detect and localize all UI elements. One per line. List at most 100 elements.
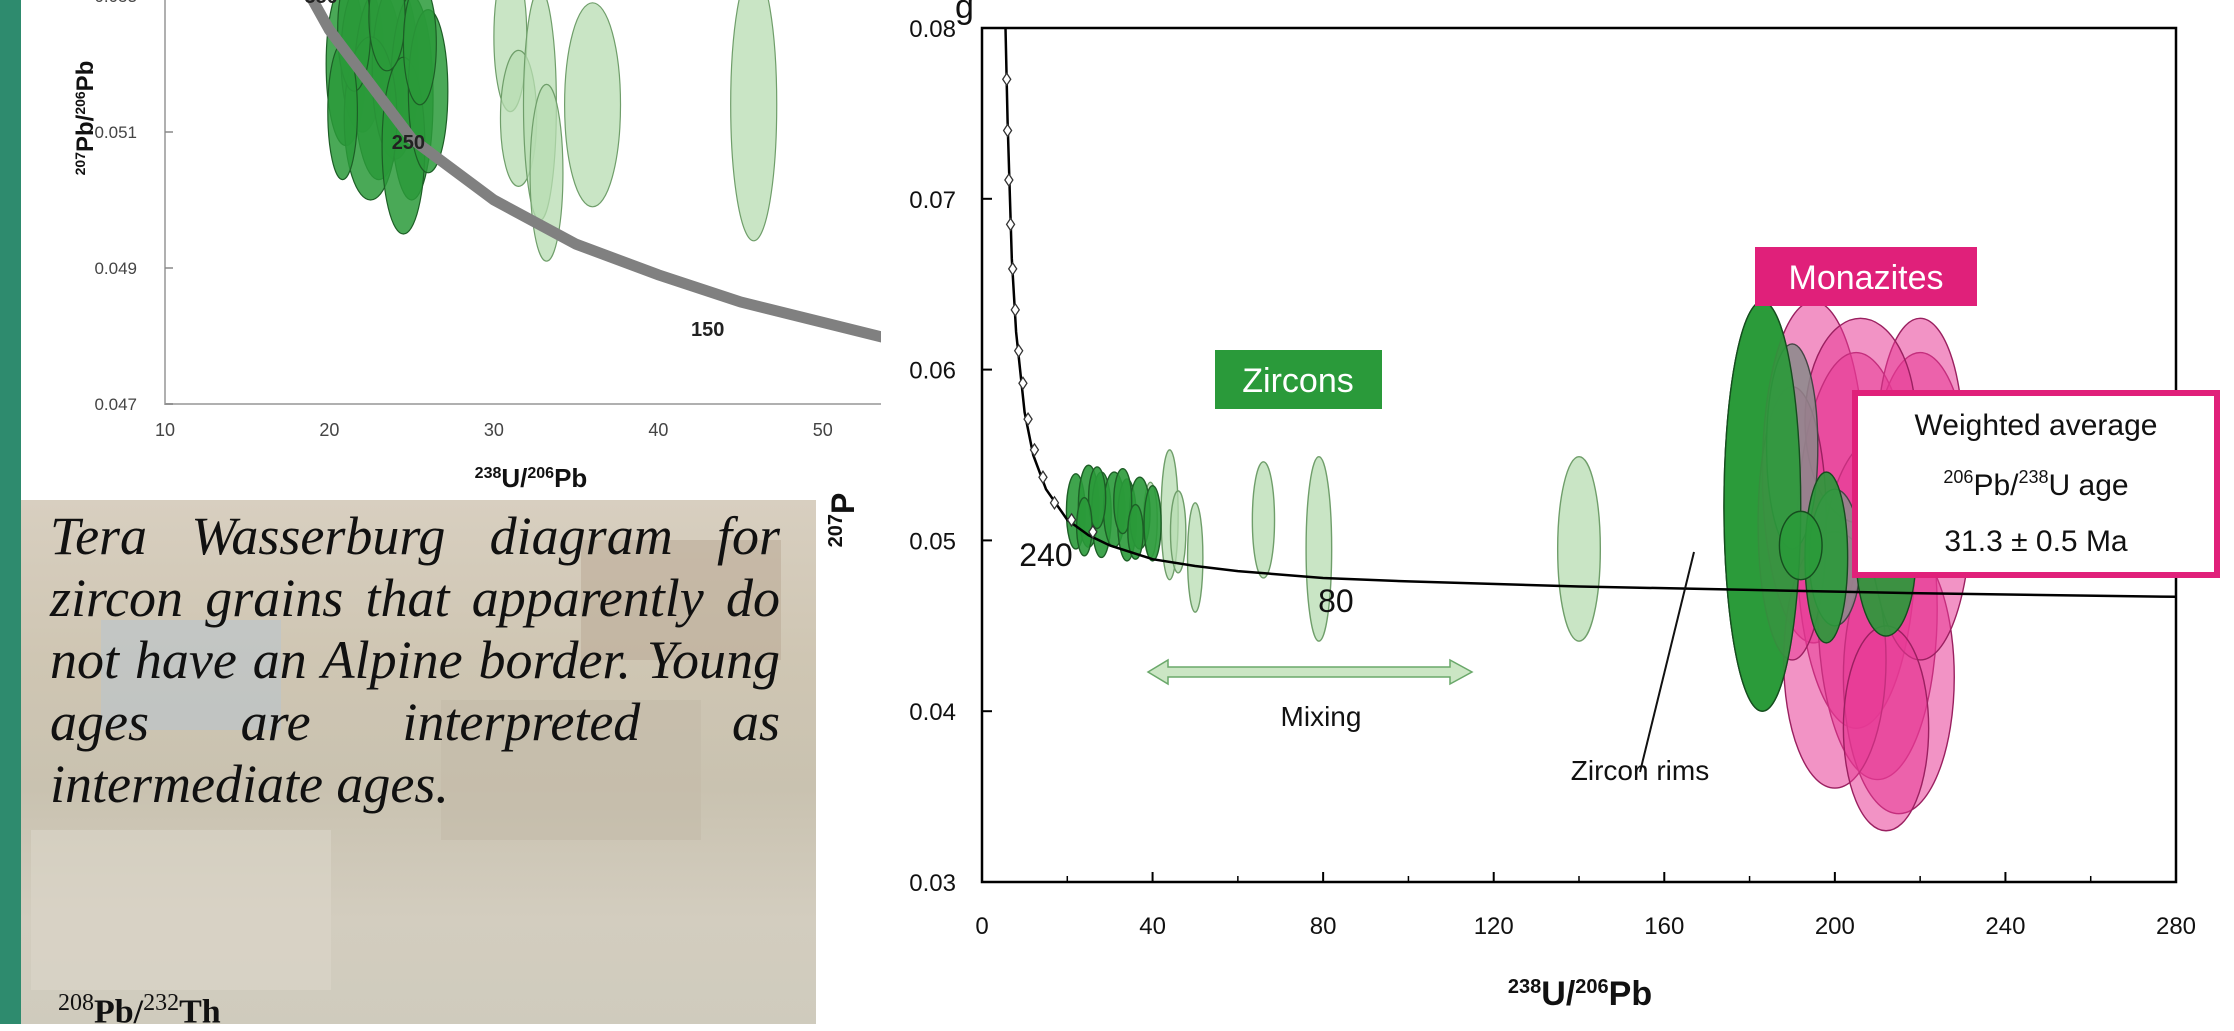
weighted-average-line3: 31.3 ± 0.5 Ma <box>1944 525 2128 558</box>
monazites-legend-box <box>1755 247 1977 306</box>
inset-x-ticks: 10 20 30 40 50 <box>155 420 833 440</box>
concordia-age-marker <box>1038 470 1048 485</box>
concordia-age-marker <box>1088 524 1098 540</box>
x-tick-label: 40 <box>1139 913 1166 940</box>
zircons-legend: Zircons <box>1215 350 1382 409</box>
zircon-rims-label: Zircon rims <box>1571 755 1709 786</box>
inset-x-tick-label: 20 <box>319 420 339 440</box>
zircon-ellipse <box>1075 497 1093 557</box>
concordia-age-marker <box>1007 261 1018 276</box>
inset-plot-frame <box>164 0 881 405</box>
main-concordia-labels: 240 80 <box>1019 537 1353 619</box>
mixing-annotation: Mixing <box>1146 658 1474 732</box>
concordia-age-marker <box>1013 343 1024 358</box>
inset-concordia-age-label: 250 <box>392 132 425 154</box>
concordia-age-marker <box>1049 495 1060 510</box>
x-tick-label: 80 <box>1310 913 1337 940</box>
photo-patch <box>441 700 701 840</box>
main-concordia-curve <box>1004 27 2177 599</box>
inset-y-tick-label: 0.051 <box>94 123 137 142</box>
inset-ellipses-group <box>325 0 778 262</box>
cut-off-text: 208Pb/232Th <box>58 990 221 1031</box>
inset-young-zircon-ellipse <box>563 2 622 208</box>
main-y-axis-label: 207P <box>825 493 861 548</box>
y-tick-label: 0.05 <box>909 528 956 555</box>
y-tick-label: 0.07 <box>909 187 956 214</box>
main-concordia-markers <box>1001 72 1098 540</box>
concordia-age-marker <box>1023 411 1033 427</box>
concordia-age-marker <box>1004 172 1014 188</box>
zircon-rims-pointer <box>1639 551 1695 773</box>
inset-y-tick-label: 0.053 <box>94 0 137 6</box>
concordia-age-marker <box>1018 376 1028 391</box>
inset-concordia-age-label: 350 <box>305 0 338 8</box>
monazites-legend: Monazites <box>1755 247 1977 306</box>
x-tick-label: 160 <box>1644 913 1684 940</box>
inset-y-axis-label: 207Pb/206Pb <box>72 61 99 176</box>
inset-zircon-ellipse <box>402 0 437 106</box>
inset-y-tick-label: 0.047 <box>94 395 137 414</box>
zircon-ellipse <box>1113 467 1133 535</box>
y-tick-label: 0.06 <box>909 358 956 385</box>
weighted-average-frame <box>1852 390 2220 578</box>
young-zircon-ellipse <box>1186 502 1204 613</box>
weighted-average-box: Weighted average 206Pb/238U age 31.3 ± 0… <box>1852 390 2220 578</box>
photo-patch <box>101 620 281 730</box>
x-tick-label: 0 <box>975 913 988 940</box>
y-tick-label: 0.03 <box>909 870 956 897</box>
concordia-age-marker <box>1010 302 1021 317</box>
concordia-age-marker <box>1066 512 1077 528</box>
photo-patch <box>31 830 331 990</box>
main-y-ticks: 0.03 0.04 0.05 0.06 0.07 0.08 <box>909 16 992 897</box>
inset-concordia-curve <box>306 0 881 343</box>
y-tick-label: 0.04 <box>909 699 956 726</box>
inset-young-zircon-ellipse <box>529 83 564 262</box>
inset-x-tick-label: 50 <box>813 420 833 440</box>
photo-patch <box>581 540 781 660</box>
inset-concordia-age-label: 150 <box>691 319 724 341</box>
inset-x-tick-label: 40 <box>648 420 668 440</box>
zircon-rim-ellipse <box>1723 300 1802 712</box>
main-x-axis-label: 238U/206Pb <box>1508 975 1652 1013</box>
inset-x-tick-label: 30 <box>484 420 504 440</box>
monazites-legend-label: Monazites <box>1789 259 1944 297</box>
weighted-average-line1: Weighted average <box>1915 409 2158 442</box>
inset-x-axis-label: 238U/206Pb <box>475 463 588 493</box>
inset-y-tick-label: 0.049 <box>94 259 137 278</box>
concordia-age-marker <box>1002 123 1013 138</box>
inset-y-ticks: 0.047 0.049 0.051 0.053 <box>94 0 173 414</box>
inset-young-zircon-ellipse <box>730 0 778 242</box>
zircon-rims-annotation: Zircon rims <box>1571 551 1709 786</box>
concordia-age-label: 240 <box>1019 537 1072 573</box>
monazite-ellipse <box>1842 625 1930 832</box>
y-tick-label: 0.08 <box>909 16 956 43</box>
young-zircon-ellipse <box>1251 461 1276 579</box>
x-tick-label: 200 <box>1815 913 1855 940</box>
mixing-label: Mixing <box>1281 701 1362 732</box>
concordia-age-marker <box>1005 217 1016 232</box>
tera-wasserburg-chart-main: g 240 80 0.03 0.04 0.05 0.06 0.07 0.08 0 40 80 12… <box>825 0 2220 1013</box>
zircon-ellipse <box>1143 485 1162 562</box>
concordia-age-marker <box>1029 442 1040 458</box>
zircons-legend-box <box>1215 350 1382 409</box>
zircon-ellipse <box>1127 503 1144 560</box>
inset-x-tick-label: 10 <box>155 420 175 440</box>
zircon-ellipse <box>1087 466 1107 530</box>
sidebar-accent-stripe <box>0 0 21 1024</box>
background-photo <box>21 500 816 1024</box>
figure-caption: Tera Wasserburg diagram for zircon grain… <box>50 506 780 814</box>
young-zircon-ellipse <box>1305 456 1333 642</box>
tera-wasserburg-chart-inset: 350 250 150 0.047 0.049 0.051 0.053 10 20 30 40 5… <box>72 0 881 493</box>
young-zircon-ellipse <box>1169 490 1187 574</box>
young-zircon-ellipse <box>1556 456 1602 642</box>
x-tick-label: 120 <box>1474 913 1514 940</box>
main-x-ticks: 0 40 80 120 160 200 240 280 <box>975 872 2196 940</box>
chart-title-cut-off: g <box>955 0 974 26</box>
x-tick-label: 280 <box>2156 913 2196 940</box>
mixing-double-arrow <box>1146 658 1474 686</box>
inset-concordia-labels: 350 250 150 <box>305 0 725 341</box>
concordia-age-marker <box>1001 72 1012 87</box>
weighted-average-line2: 206Pb/238U age <box>1943 467 2128 502</box>
concordia-age-label: 80 <box>1318 583 1354 619</box>
zircon-rim-ellipse <box>1778 510 1823 581</box>
